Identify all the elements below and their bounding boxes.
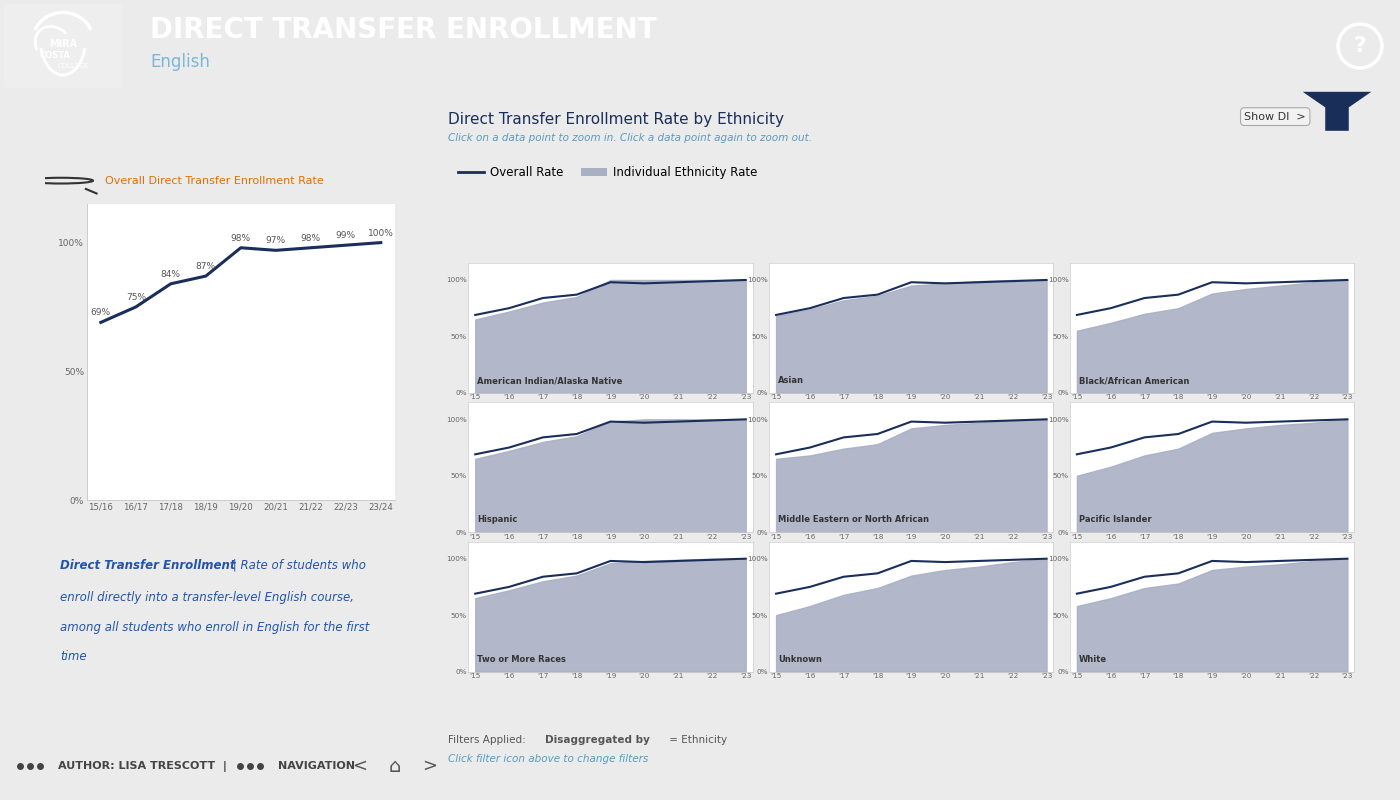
Text: ?: ? (1354, 36, 1366, 56)
Text: White: White (1078, 654, 1107, 664)
Text: enroll directly into a transfer-level English course,: enroll directly into a transfer-level En… (60, 591, 354, 604)
Text: Filters Applied:: Filters Applied: (448, 734, 532, 745)
Text: Pacific Islander: Pacific Islander (1078, 515, 1151, 524)
Text: | Rate of students who: | Rate of students who (228, 558, 365, 572)
Text: 97%: 97% (266, 236, 286, 246)
Polygon shape (1302, 92, 1371, 130)
Text: ⌂: ⌂ (389, 757, 402, 775)
Text: English: English (150, 53, 210, 71)
Text: 69%: 69% (91, 309, 111, 318)
Text: 75%: 75% (126, 293, 146, 302)
Text: 98%: 98% (301, 234, 321, 243)
Text: COSTA: COSTA (39, 50, 70, 59)
Text: DIRECT TRANSFER ENROLLMENT: DIRECT TRANSFER ENROLLMENT (150, 16, 657, 44)
Text: MIRA: MIRA (49, 39, 77, 49)
Text: Asian: Asian (778, 376, 804, 385)
Text: Overall Direct Transfer Enrollment Rate: Overall Direct Transfer Enrollment Rate (105, 176, 325, 186)
Text: AUTHOR: LISA TRESCOTT  |: AUTHOR: LISA TRESCOTT | (57, 761, 227, 771)
Text: >: > (423, 757, 437, 775)
Text: among all students who enroll in English for the first: among all students who enroll in English… (60, 621, 370, 634)
Text: Direct Transfer Enrollment: Direct Transfer Enrollment (60, 558, 235, 572)
Text: Direct Transfer Enrollment Rate by Ethnicity: Direct Transfer Enrollment Rate by Ethni… (448, 111, 784, 126)
Text: American Indian/Alaska Native: American Indian/Alaska Native (477, 376, 623, 385)
Text: Click on a data point to zoom in. Click a data point again to zoom out.: Click on a data point to zoom in. Click … (448, 134, 812, 143)
Text: COLLEGE: COLLEGE (57, 63, 90, 69)
Text: Disaggregated by: Disaggregated by (545, 734, 650, 745)
Legend: Overall Rate, Individual Ethnicity Rate: Overall Rate, Individual Ethnicity Rate (454, 161, 763, 184)
FancyBboxPatch shape (4, 4, 122, 88)
Text: Click filter icon above to change filters: Click filter icon above to change filter… (448, 754, 648, 764)
Text: 87%: 87% (196, 262, 216, 271)
Text: Unknown: Unknown (778, 654, 822, 664)
Text: Show DI  >: Show DI > (1245, 111, 1306, 122)
Text: Two or More Races: Two or More Races (477, 654, 566, 664)
Text: 98%: 98% (231, 234, 251, 243)
Text: Black/African American: Black/African American (1078, 376, 1189, 385)
Text: time: time (60, 650, 87, 663)
Text: Hispanic: Hispanic (477, 515, 518, 524)
Text: Middle Eastern or North African: Middle Eastern or North African (778, 515, 928, 524)
Text: = Ethnicity: = Ethnicity (666, 734, 727, 745)
Text: 84%: 84% (161, 270, 181, 279)
Text: 99%: 99% (336, 231, 356, 240)
Text: NAVIGATION: NAVIGATION (279, 761, 356, 771)
Text: 100%: 100% (368, 229, 393, 238)
Text: <: < (353, 757, 367, 775)
